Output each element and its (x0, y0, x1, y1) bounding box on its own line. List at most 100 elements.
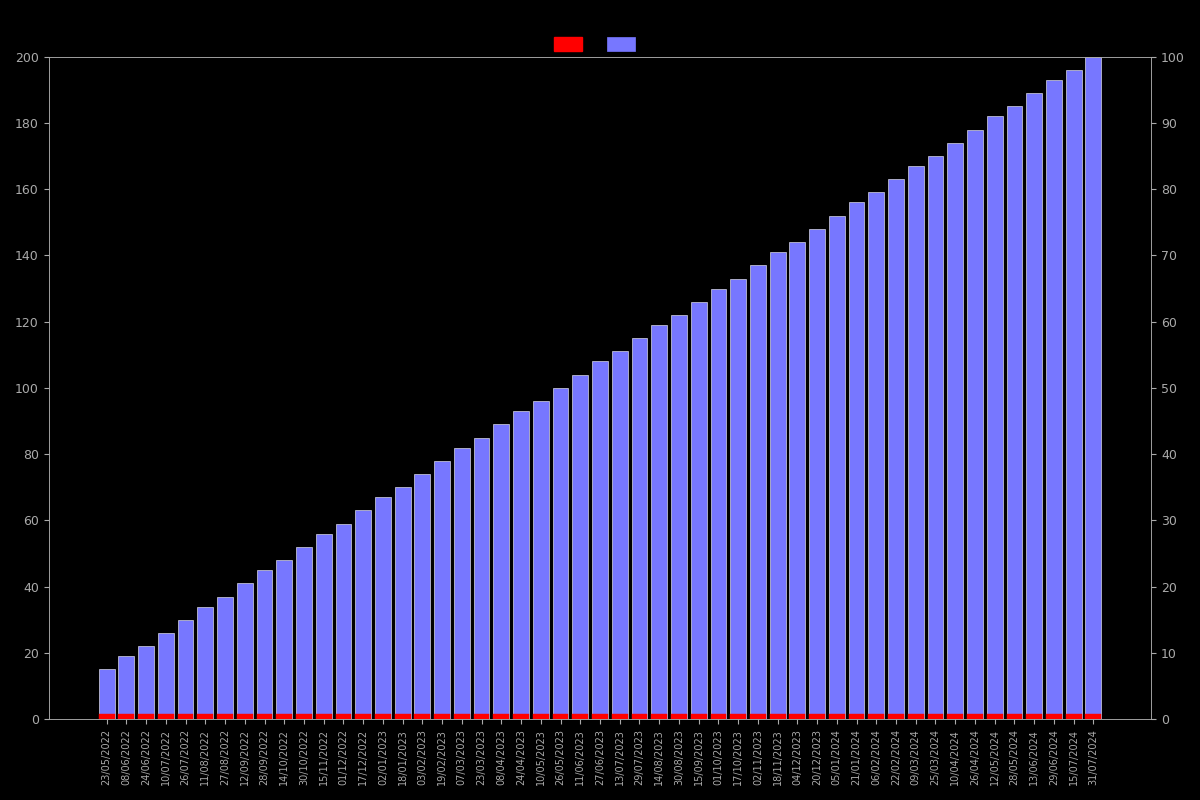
Bar (631, 338, 647, 719)
Bar (888, 179, 904, 719)
Bar (1026, 93, 1042, 719)
Bar (474, 714, 490, 719)
Bar (986, 116, 1002, 719)
Bar (336, 714, 352, 719)
Bar (710, 289, 726, 719)
Bar (414, 714, 431, 719)
Bar (592, 362, 608, 719)
Bar (908, 714, 924, 719)
Bar (178, 620, 193, 719)
Bar (514, 714, 529, 719)
Bar (1086, 57, 1102, 719)
Bar (434, 714, 450, 719)
Bar (790, 242, 805, 719)
Bar (769, 252, 786, 719)
Bar (257, 570, 272, 719)
Bar (829, 216, 845, 719)
Bar (376, 714, 391, 719)
Bar (553, 388, 569, 719)
Bar (198, 606, 214, 719)
Bar (158, 714, 174, 719)
Bar (533, 714, 548, 719)
Bar (276, 560, 292, 719)
Bar (829, 714, 845, 719)
Bar (947, 714, 964, 719)
Bar (316, 534, 331, 719)
Bar (691, 714, 707, 719)
Bar (572, 714, 588, 719)
Bar (592, 714, 608, 719)
Bar (1046, 714, 1062, 719)
Bar (809, 229, 824, 719)
Bar (296, 714, 312, 719)
Bar (395, 487, 410, 719)
Bar (947, 143, 964, 719)
Bar (454, 447, 469, 719)
Bar (809, 714, 824, 719)
Bar (790, 714, 805, 719)
Bar (553, 714, 569, 719)
Bar (631, 714, 647, 719)
Bar (1066, 714, 1081, 719)
Bar (178, 714, 193, 719)
Bar (967, 130, 983, 719)
Bar (928, 714, 943, 719)
Bar (376, 498, 391, 719)
Bar (691, 302, 707, 719)
Bar (1046, 80, 1062, 719)
Bar (119, 656, 134, 719)
Bar (652, 325, 667, 719)
Bar (119, 714, 134, 719)
Bar (493, 714, 509, 719)
Bar (710, 714, 726, 719)
Bar (731, 278, 746, 719)
Bar (848, 714, 864, 719)
Bar (869, 714, 884, 719)
Bar (514, 411, 529, 719)
Bar (671, 315, 686, 719)
Bar (967, 714, 983, 719)
Bar (848, 202, 864, 719)
Bar (158, 633, 174, 719)
Bar (138, 646, 154, 719)
Bar (355, 510, 371, 719)
Bar (671, 714, 686, 719)
Bar (731, 714, 746, 719)
Bar (217, 597, 233, 719)
Bar (769, 714, 786, 719)
Bar (198, 714, 214, 719)
Bar (493, 424, 509, 719)
Bar (336, 524, 352, 719)
Bar (236, 714, 253, 719)
Bar (572, 374, 588, 719)
Bar (1026, 714, 1042, 719)
Bar (98, 670, 114, 719)
Bar (533, 401, 548, 719)
Bar (869, 193, 884, 719)
Bar (1066, 70, 1081, 719)
Bar (217, 714, 233, 719)
Bar (750, 266, 766, 719)
Bar (908, 166, 924, 719)
Bar (1007, 714, 1022, 719)
Bar (612, 351, 628, 719)
Bar (414, 474, 431, 719)
Bar (138, 714, 154, 719)
Bar (395, 714, 410, 719)
Bar (98, 714, 114, 719)
Bar (612, 714, 628, 719)
Bar (355, 714, 371, 719)
Bar (276, 714, 292, 719)
Bar (750, 714, 766, 719)
Bar (236, 583, 253, 719)
Bar (1007, 106, 1022, 719)
Bar (888, 714, 904, 719)
Bar (652, 714, 667, 719)
Bar (928, 156, 943, 719)
Bar (257, 714, 272, 719)
Bar (474, 438, 490, 719)
Bar (296, 547, 312, 719)
Bar (454, 714, 469, 719)
Bar (986, 714, 1002, 719)
Bar (434, 461, 450, 719)
